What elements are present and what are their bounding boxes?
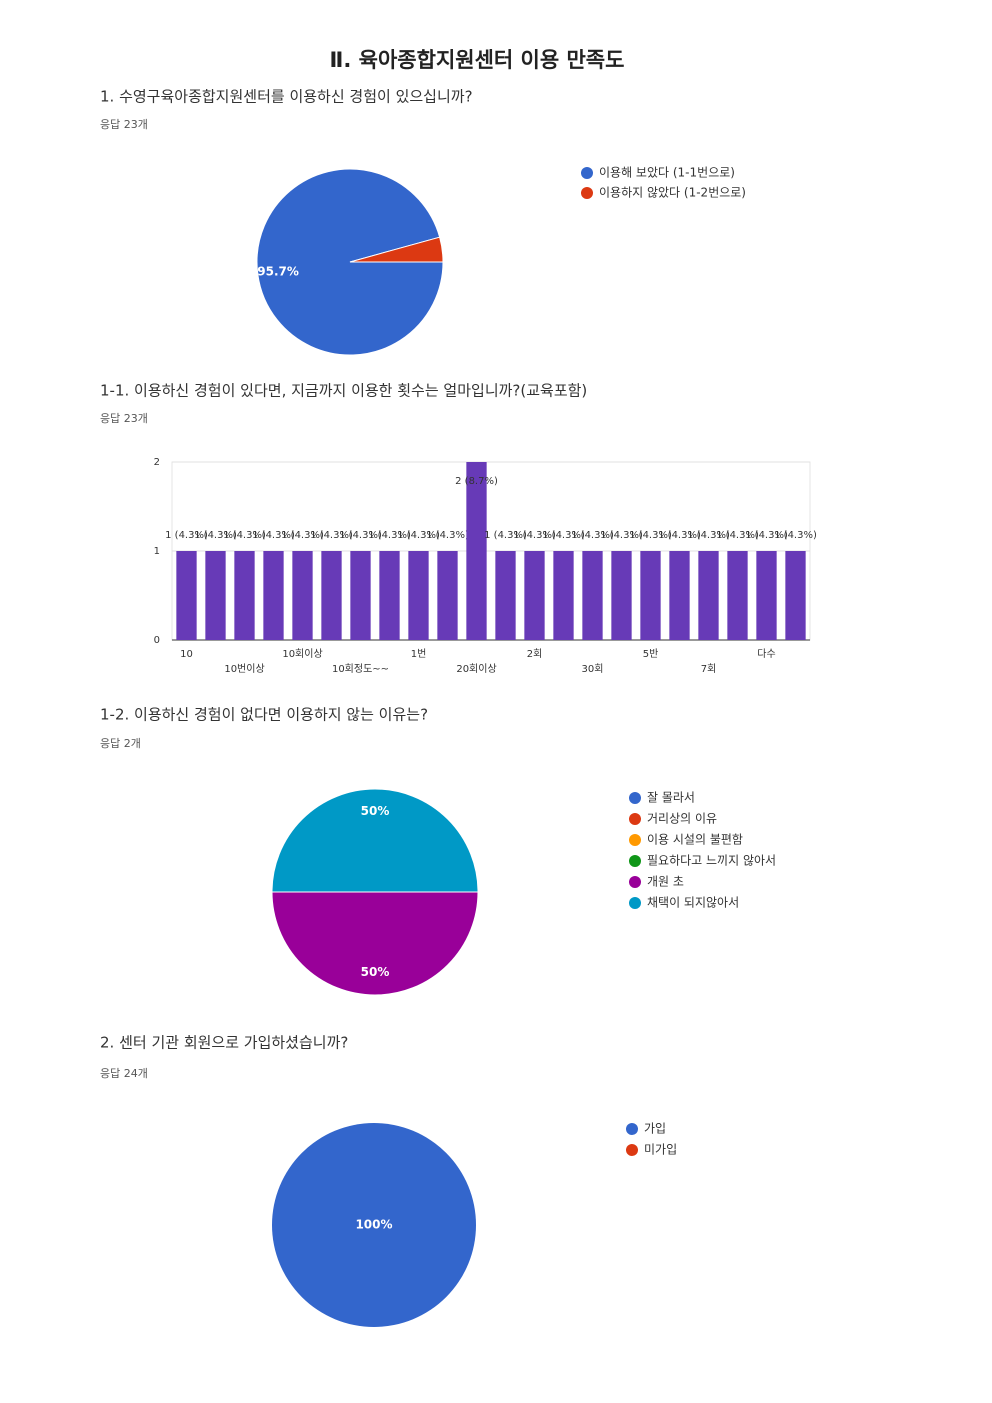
question-title: 2. 센터 기관 회원으로 가입하셨습니까? [100, 1034, 348, 1052]
y-tick-label: 2 [154, 457, 160, 468]
slice-label: 100% [355, 1218, 392, 1232]
bar-value-label: 1 (4.3%) [658, 530, 701, 541]
legend-label: 이용하지 않았다 (1-2번으로) [599, 186, 746, 200]
legend-swatch [629, 855, 641, 867]
response-count: 응답 23개 [100, 118, 148, 131]
question-title: 1. 수영구육아종합지원센터를 이용하신 경험이 있으십니까? [100, 88, 473, 106]
x-tick-label: 5반 [643, 648, 659, 660]
y-tick-label: 1 [154, 546, 160, 557]
bar [756, 551, 777, 640]
response-count: 응답 24개 [100, 1067, 148, 1080]
bar [205, 551, 226, 640]
bar-value-label: 1 (4.3%) [397, 530, 440, 541]
bar-value-label: 1 (4.3%) [774, 530, 817, 541]
bar-value-label: 1 (4.3%) [600, 530, 643, 541]
legend-label: 미가입 [644, 1143, 677, 1157]
legend-swatch [629, 792, 641, 804]
bar-value-label: 1 (4.3%) [687, 530, 730, 541]
slice-label: 50% [361, 804, 390, 818]
bar [727, 551, 748, 640]
pie-slice [349, 236, 444, 263]
legend-swatch [629, 813, 641, 825]
legend-label: 채택이 되지않아서 [647, 896, 739, 910]
bar [379, 551, 400, 640]
x-tick-label: 10번이상 [224, 663, 264, 675]
bar [321, 551, 342, 640]
legend-label: 거리상의 이유 [647, 812, 717, 826]
bar-value-label: 1 (4.3%) [281, 530, 324, 541]
bar-value-label: 1 (4.3%) [513, 530, 556, 541]
bar [263, 551, 284, 640]
bar-value-label: 1 (4.3%) [629, 530, 672, 541]
bar [669, 551, 690, 640]
pie-slice [271, 891, 479, 996]
y-tick-label: 0 [154, 635, 160, 646]
bar-value-label: 1 (4.3%) [310, 530, 353, 541]
bar [292, 551, 313, 640]
legend-swatch [626, 1144, 638, 1156]
response-count: 응답 23개 [100, 412, 148, 425]
bar [234, 551, 255, 640]
bar [582, 551, 603, 640]
bar-value-label: 1 (4.3%) [571, 530, 614, 541]
bar [698, 551, 719, 640]
legend-label: 필요하다고 느끼지 않아서 [647, 854, 776, 868]
x-tick-label: 10회이상 [282, 648, 322, 660]
legend-swatch [581, 187, 593, 199]
bar [176, 551, 197, 640]
legend-swatch [626, 1123, 638, 1135]
response-count: 응답 2개 [100, 737, 141, 750]
bar [466, 462, 487, 640]
bar [408, 551, 429, 640]
bar-value-label: 1 (4.3%) [542, 530, 585, 541]
x-tick-label: 7회 [701, 663, 717, 675]
bar [611, 551, 632, 640]
page-title: Ⅱ. 육아종합지원센터 이용 만족도 [330, 48, 625, 72]
bar-value-label: 1 (4.3%) [745, 530, 788, 541]
bar-value-label: 2 (8.7%) [455, 476, 498, 487]
x-tick-label: 1번 [411, 648, 427, 660]
legend-label: 잘 몰라서 [647, 791, 695, 805]
bar-value-label: 1 (4.3%) [368, 530, 411, 541]
legend-label: 개원 초 [647, 875, 684, 889]
bar-value-label: 1 (4.3%) [484, 530, 527, 541]
bar [553, 551, 574, 640]
bar-value-label: 1 (4.3%) [252, 530, 295, 541]
bar [785, 551, 806, 640]
x-tick-label: 10 [180, 649, 193, 660]
legend-swatch [629, 897, 641, 909]
x-tick-label: 다수 [757, 648, 775, 660]
bar [524, 551, 545, 640]
legend-label: 가입 [644, 1122, 666, 1136]
x-tick-label: 20회이상 [456, 663, 496, 675]
question-title: 1-1. 이용하신 경험이 있다면, 지금까지 이용한 횟수는 얼마입니까?(교… [100, 382, 587, 400]
legend-label: 이용해 보았다 (1-1번으로) [599, 166, 735, 180]
pie-slice [272, 1123, 476, 1327]
bar-value-label: 1 (4.3%) [223, 530, 266, 541]
pie-slice [271, 788, 479, 893]
bar [437, 551, 458, 640]
x-tick-label: 30회 [582, 663, 604, 675]
bar [640, 551, 661, 640]
slice-label: 50% [361, 965, 390, 979]
bar-value-label: 1 (4.3%) [194, 530, 237, 541]
bar-value-label: 1 (4.3%) [339, 530, 382, 541]
legend-swatch [629, 876, 641, 888]
legend-swatch [581, 167, 593, 179]
bar-value-label: 1 (4.3%) [426, 530, 469, 541]
x-tick-label: 10회정도~~ [332, 663, 389, 675]
bar-value-label: 1 (4.3%) [716, 530, 759, 541]
bar [495, 551, 516, 640]
x-tick-label: 2회 [527, 648, 543, 660]
bar [350, 551, 371, 640]
bar-value-label: 1 (4.3%) [165, 530, 208, 541]
question-title: 1-2. 이용하신 경험이 없다면 이용하지 않는 이유는? [100, 706, 428, 724]
legend-swatch [629, 834, 641, 846]
legend-label: 이용 시설의 불편함 [647, 833, 743, 847]
slice-label: 95.7% [257, 264, 299, 278]
